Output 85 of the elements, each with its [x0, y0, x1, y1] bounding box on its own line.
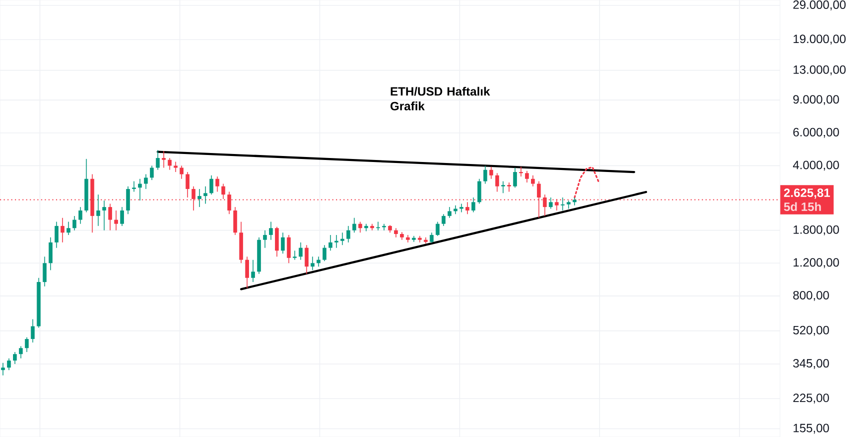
candlestick [560, 197, 565, 211]
candlestick [489, 166, 494, 180]
candlestick [525, 170, 529, 183]
candlestick [120, 206, 124, 226]
candlestick [66, 221, 70, 236]
candlestick [430, 232, 434, 244]
candlestick [292, 250, 297, 260]
candlestick [30, 318, 35, 343]
candlestick [269, 221, 273, 240]
candlestick [477, 178, 482, 204]
candlestick [495, 172, 500, 192]
ref-line-label: 2.625,81 [784, 188, 830, 199]
candlestick [72, 216, 76, 231]
candlestick [352, 217, 356, 234]
candlestick [251, 259, 255, 282]
candlestick [376, 221, 380, 231]
candlestick [132, 180, 136, 192]
candlestick [42, 256, 47, 287]
candlestick [174, 161, 178, 172]
candlestick [12, 352, 17, 364]
candlestick [180, 165, 184, 180]
y-tick-label: 29.000,00 [793, 0, 846, 10]
y-tick-label: 345,00 [793, 359, 829, 369]
y-tick-label: 155,00 [794, 424, 829, 434]
candlestick [448, 206, 452, 218]
candlestick [436, 221, 440, 236]
candlestick [334, 234, 338, 248]
candlestick [150, 165, 154, 180]
candlestick [322, 244, 326, 262]
y-tick-label: 13.000,00 [794, 65, 846, 76]
candlestick [114, 210, 118, 231]
candlestick [280, 232, 285, 254]
candlestick [18, 346, 23, 359]
candlestick [519, 166, 523, 177]
candlestick [286, 234, 291, 264]
candlestick [501, 180, 506, 194]
candlestick [346, 226, 350, 243]
y-tick-label: 19.000,00 [794, 34, 846, 45]
y-tick-label: 4.000,00 [792, 160, 839, 171]
candlestick [507, 182, 511, 192]
candlestick [471, 197, 476, 213]
text: 5d 15h [784, 202, 821, 212]
candlestick [126, 186, 130, 214]
candlestick [209, 174, 214, 195]
candlestick [198, 188, 202, 208]
candlestick [460, 203, 464, 213]
y-tick-label: 6.000,00 [793, 128, 839, 138]
candlestick [328, 234, 332, 252]
candlestick [394, 228, 398, 238]
candlestick [310, 256, 315, 271]
candlestick [221, 183, 226, 200]
candlestick [316, 256, 320, 267]
y-tick-label: 225,00 [793, 394, 829, 404]
candlestick [245, 256, 250, 289]
candlestick [108, 203, 112, 231]
y-tick-label: 1.200,00 [794, 258, 839, 268]
candlestick [138, 178, 142, 201]
candlestick [60, 217, 64, 243]
annotation: ETH/USD Haftalık Grafik [390, 86, 490, 110]
candlestick [215, 176, 220, 192]
candlestick [304, 244, 309, 274]
candlestick [263, 230, 267, 248]
candlestick [340, 232, 344, 246]
candlestick [54, 221, 58, 248]
candlestick [442, 214, 446, 226]
candlestick [24, 336, 29, 352]
candlestick [274, 226, 279, 258]
candlestick [548, 197, 553, 210]
y-tick-label: 9.000,00 [793, 95, 839, 106]
candlestick [96, 194, 100, 226]
candlestick [7, 358, 11, 370]
candlestick [78, 206, 82, 224]
candlestick [204, 186, 208, 204]
y-tick-label: 800,00 [793, 290, 829, 301]
candlestick [48, 236, 53, 271]
candlestick [530, 174, 535, 187]
candlestick [1, 362, 5, 376]
candlestick [233, 206, 238, 236]
candlestick [162, 150, 166, 168]
candlestick [483, 165, 488, 184]
y-tick-label: 1.800,00 [794, 225, 839, 236]
candlestick [513, 167, 517, 188]
candlestick [102, 200, 106, 231]
candlestick [144, 174, 148, 190]
y-tick-label: 520,00 [793, 326, 829, 336]
